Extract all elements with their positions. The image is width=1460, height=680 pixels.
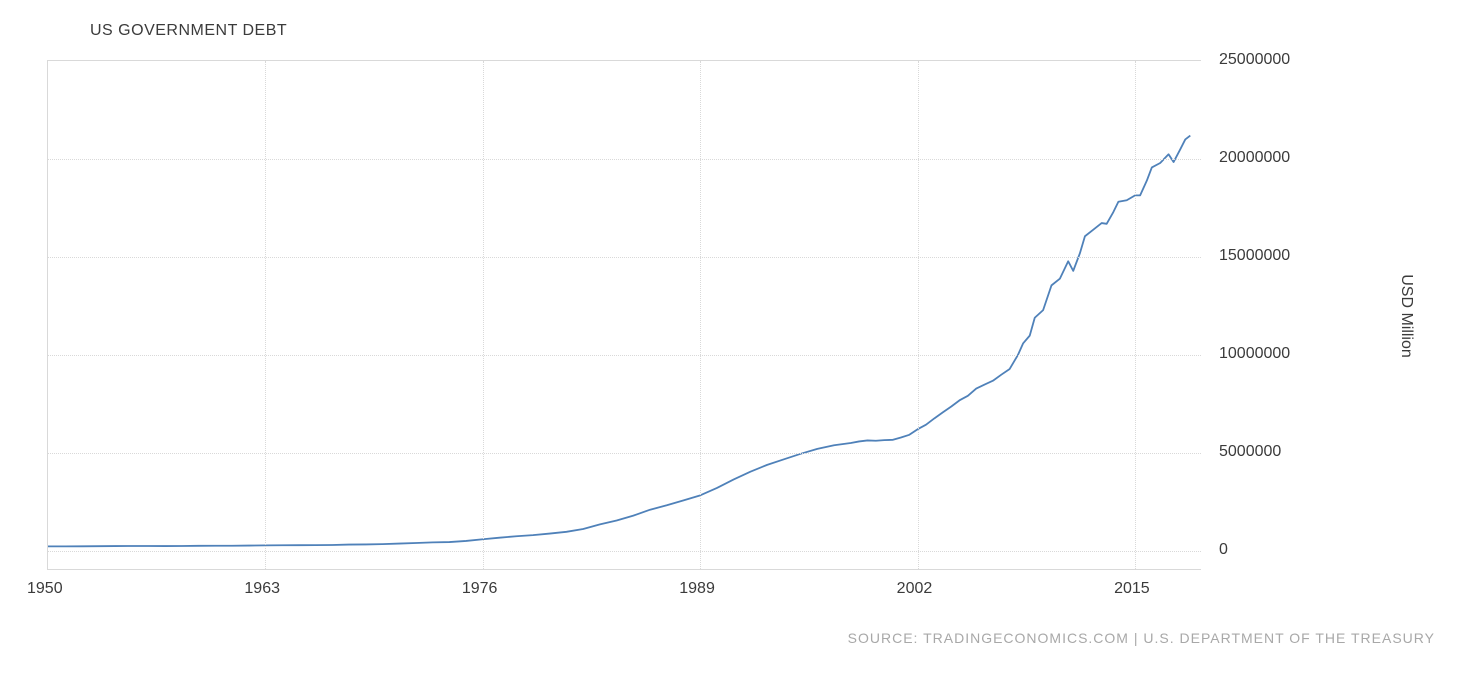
x-tick-label: 2002 bbox=[897, 580, 933, 598]
gridline-vertical bbox=[700, 61, 701, 569]
y-tick-label: 0 bbox=[1219, 541, 1228, 559]
y-tick-label: 5000000 bbox=[1219, 443, 1281, 461]
gridline-horizontal bbox=[48, 159, 1201, 160]
y-tick-label: 15000000 bbox=[1219, 247, 1290, 265]
x-tick-label: 1963 bbox=[244, 580, 280, 598]
y-axis-title: USD Million bbox=[1397, 274, 1415, 358]
chart-title: US GOVERNMENT DEBT bbox=[90, 22, 287, 40]
gridline-vertical bbox=[265, 61, 266, 569]
gridline-horizontal bbox=[48, 453, 1201, 454]
plot-area bbox=[47, 60, 1201, 570]
chart-container: US GOVERNMENT DEBT USD Million SOURCE: T… bbox=[0, 0, 1460, 680]
gridline-horizontal bbox=[48, 257, 1201, 258]
y-tick-label: 20000000 bbox=[1219, 149, 1290, 167]
gridline-horizontal bbox=[48, 355, 1201, 356]
x-tick-label: 1976 bbox=[462, 580, 498, 598]
source-attribution: SOURCE: TRADINGECONOMICS.COM | U.S. DEPA… bbox=[848, 630, 1435, 646]
y-tick-label: 10000000 bbox=[1219, 345, 1290, 363]
gridline-vertical bbox=[918, 61, 919, 569]
gridline-horizontal bbox=[48, 551, 1201, 552]
debt-line bbox=[48, 136, 1190, 547]
gridline-vertical bbox=[483, 61, 484, 569]
x-tick-label: 2015 bbox=[1114, 580, 1150, 598]
y-tick-label: 25000000 bbox=[1219, 51, 1290, 69]
gridline-vertical bbox=[1135, 61, 1136, 569]
x-tick-label: 1989 bbox=[679, 580, 715, 598]
line-series bbox=[48, 61, 1202, 571]
x-tick-label: 1950 bbox=[27, 580, 63, 598]
